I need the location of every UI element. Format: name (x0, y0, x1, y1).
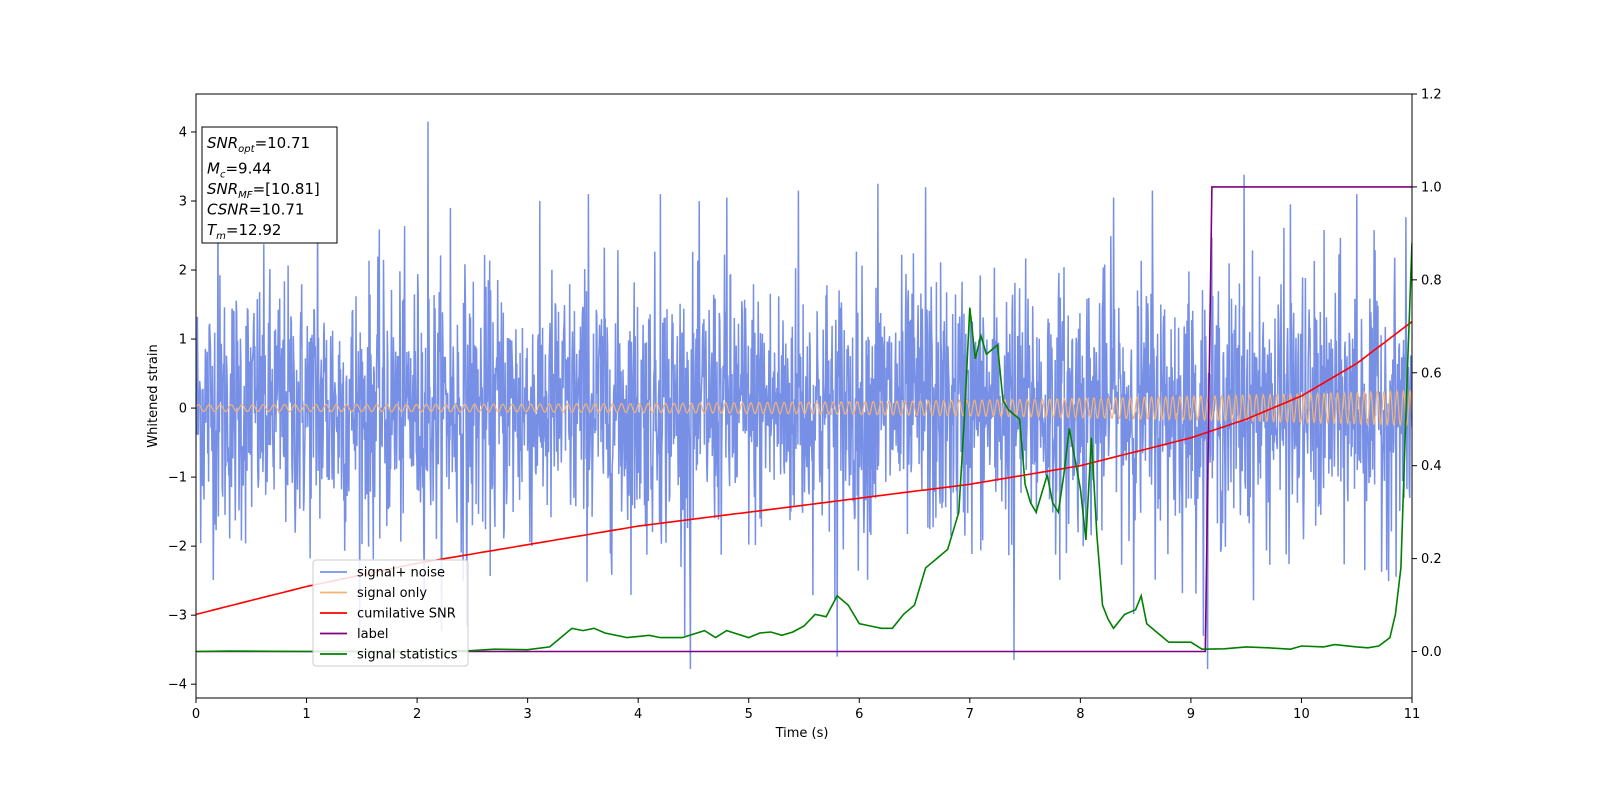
left-y-axis-ticks: −4 −3 −2 −1 0 1 2 3 4 (168, 125, 196, 693)
series-label-line (196, 186, 1412, 653)
x-tick-label: 10 (1293, 707, 1310, 722)
plot-frame (195, 93, 1413, 699)
left-y-axis-label: Whitened strain (146, 344, 161, 447)
right-y-tick-label: 0.2 (1421, 552, 1442, 567)
left-y-tick-label: 4 (179, 125, 187, 140)
x-tick-label: 3 (523, 707, 531, 722)
legend-entry-label: cumilative SNR (357, 607, 456, 622)
left-y-tick-label: 1 (179, 333, 187, 348)
legend-entry-label: signal+ noise (357, 566, 445, 581)
x-tick-label: 0 (192, 707, 200, 722)
left-y-tick-label: 3 (179, 194, 187, 209)
right-y-tick-label: 0.0 (1421, 645, 1442, 660)
right-y-tick-label: 0.8 (1421, 273, 1442, 288)
left-y-tick-label: 0 (179, 402, 187, 417)
right-y-axis-ticks: 0.0 0.2 0.4 0.6 0.8 1.0 1.2 (1412, 88, 1442, 660)
x-axis-ticks: 0 1 2 3 4 5 6 7 8 9 10 11 (192, 698, 1420, 722)
x-tick-label: 5 (745, 707, 753, 722)
right-y-tick-label: 0.4 (1421, 459, 1442, 474)
info-box-line: SNRopt=10.71 (207, 134, 310, 155)
legend-entry-label: signal only (357, 586, 427, 601)
x-tick-label: 9 (1187, 707, 1195, 722)
series-signal-plus-noise-line (196, 121, 1412, 670)
x-tick-label: 6 (855, 707, 863, 722)
info-box: SNRopt=10.71 Mc=9.44SNRMF=[10.81]CSNR=10.… (201, 126, 338, 244)
right-y-tick-label: 1.2 (1421, 88, 1442, 103)
x-axis-label: Time (s) (775, 726, 829, 741)
right-y-tick-label: 0.6 (1421, 366, 1442, 381)
left-y-tick-label: −3 (168, 609, 187, 624)
info-box-line: SNRMF=[10.81] (207, 180, 320, 201)
x-tick-label: 7 (966, 707, 974, 722)
x-tick-label: 4 (634, 707, 642, 722)
x-tick-label: 11 (1404, 707, 1421, 722)
legend-entry-label: label (357, 627, 388, 642)
x-tick-label: 1 (302, 707, 310, 722)
x-tick-label: 8 (1076, 707, 1084, 722)
legend: signal+ noise signal only cumilative SNR la… (312, 559, 469, 667)
legend-entry-label: signal statistics (357, 648, 458, 663)
series-signal-statistics-line (196, 242, 1412, 653)
info-box-line: Tm=12.92 (207, 221, 281, 242)
info-box-line: Mc=9.44 (207, 160, 271, 181)
right-y-tick-label: 1.0 (1421, 180, 1442, 195)
left-y-tick-label: −4 (168, 678, 187, 693)
left-y-tick-label: −2 (168, 540, 187, 555)
left-y-tick-label: 2 (179, 264, 187, 279)
info-box-line: CSNR=10.71 (207, 201, 304, 219)
left-y-tick-label: −1 (168, 471, 187, 486)
x-tick-label: 2 (413, 707, 421, 722)
